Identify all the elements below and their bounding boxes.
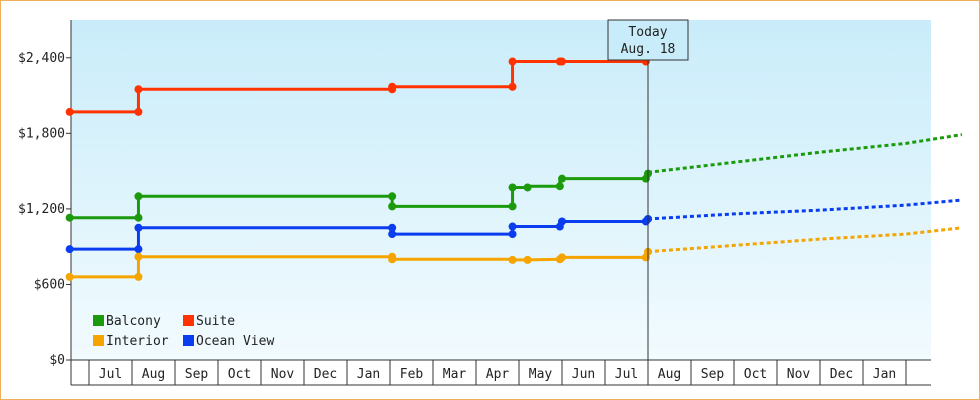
series-balcony: [65, 133, 963, 222]
data-point-balcony: [508, 202, 517, 211]
x-tick-label: May: [529, 367, 553, 382]
x-tick-label: Feb: [400, 367, 424, 382]
data-point-ocean-view: [558, 217, 566, 226]
data-point-interior: [508, 255, 517, 264]
x-tick-label: Nov: [787, 367, 811, 382]
data-point-suite: [388, 82, 397, 91]
data-point-interior: [558, 253, 566, 262]
data-point-ocean-view: [508, 230, 517, 239]
x-tick-label: Mar: [443, 367, 467, 382]
series-layer: [65, 57, 963, 281]
y-tick-label: $1,800: [18, 126, 65, 141]
projection-line-ocean-view: [647, 198, 963, 221]
data-point-interior: [523, 255, 532, 264]
x-tick-label: Dec: [830, 367, 853, 382]
data-point-ocean-view: [134, 223, 143, 232]
data-point-suite: [508, 82, 517, 91]
data-point-suite: [134, 107, 143, 116]
legend: Balcony Suite Interior Ocean View: [93, 314, 274, 349]
x-tick-label: Oct: [744, 367, 767, 382]
data-point-interior: [65, 272, 74, 281]
x-tick-label: Dec: [314, 367, 337, 382]
series-ocean-view: [65, 198, 963, 254]
data-point-ocean-view: [65, 245, 74, 254]
data-point-balcony: [134, 213, 143, 222]
x-tick-label: Jan: [873, 367, 896, 382]
data-point-balcony: [558, 174, 566, 183]
legend-label-interior: Interior: [106, 334, 169, 349]
data-point-balcony: [65, 213, 74, 222]
legend-swatch-ocean-view: [183, 335, 194, 346]
y-tick-label: $1,200: [18, 202, 65, 217]
data-point-balcony: [388, 192, 397, 201]
x-tick-label: Oct: [228, 367, 251, 382]
legend-label-balcony: Balcony: [106, 314, 161, 329]
x-tick-label: Jun: [572, 367, 595, 382]
legend-swatch-balcony: [93, 315, 104, 326]
today-marker: Today Aug. 18: [607, 19, 689, 360]
data-point-balcony: [508, 183, 517, 192]
data-point-balcony: [134, 192, 143, 201]
x-tick-label: Aug: [142, 367, 165, 382]
x-tick-label: Jul: [615, 367, 638, 382]
data-point-interior: [134, 252, 143, 261]
series-interior: [65, 226, 963, 281]
data-point-suite: [558, 57, 566, 66]
legend-label-ocean-view: Ocean View: [196, 334, 274, 349]
today-label-box: [607, 19, 689, 61]
data-point-interior: [388, 255, 397, 264]
data-point-suite: [65, 107, 74, 116]
x-tick-label: Apr: [486, 367, 510, 382]
data-point-suite: [508, 57, 517, 66]
legend-label-suite: Suite: [196, 314, 235, 329]
today-label: Today: [628, 25, 667, 40]
data-point-ocean-view: [134, 245, 143, 254]
data-point-ocean-view: [388, 230, 397, 239]
projection-line-balcony: [647, 133, 963, 174]
legend-swatch-suite: [183, 315, 194, 326]
x-tick-label: Sep: [185, 367, 209, 382]
plot-background: [71, 20, 931, 360]
data-point-balcony: [388, 202, 397, 211]
x-tick-label: Sep: [701, 367, 725, 382]
projection-line-interior: [647, 226, 963, 254]
y-tick-label: $0: [49, 353, 65, 368]
data-point-ocean-view: [388, 223, 397, 232]
x-tick-label: Jan: [357, 367, 380, 382]
y-tick-label: $2,400: [18, 51, 65, 66]
y-tick-label: $600: [34, 277, 65, 292]
today-date-label: Aug. 18: [621, 42, 676, 57]
data-point-balcony: [523, 183, 532, 192]
data-point-suite: [134, 85, 143, 94]
legend-swatch-interior: [93, 335, 104, 346]
data-point-ocean-view: [508, 222, 517, 231]
x-tick-label: Jul: [99, 367, 122, 382]
data-point-balcony: [555, 182, 564, 191]
x-axis: Jul Aug Sep Oct Nov Dec Jan Feb Mar Apr May Jun Jul A…: [70, 359, 931, 386]
x-tick-label: Aug: [658, 367, 681, 382]
series-suite: [65, 57, 650, 116]
y-axis: $0 $600 $1,200 $1,800 $2,400: [18, 20, 72, 368]
x-tick-label: Nov: [271, 367, 295, 382]
data-point-interior: [134, 272, 143, 281]
